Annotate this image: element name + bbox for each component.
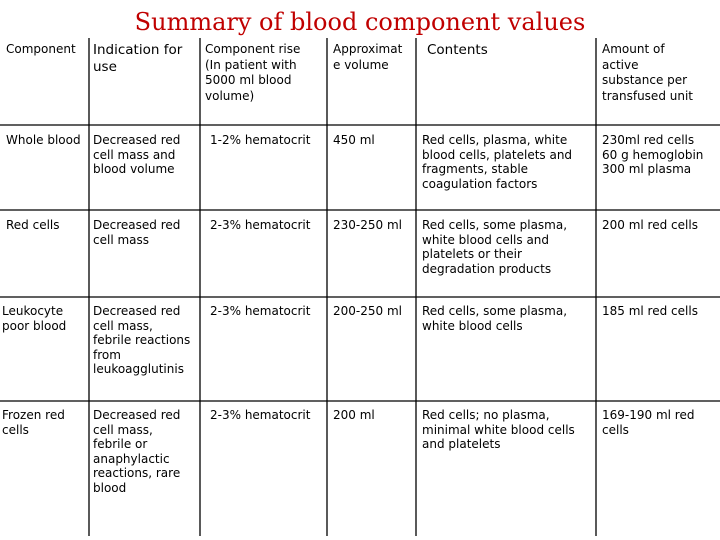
row-2-rise: 2-3% hematocrit (210, 218, 311, 232)
page-title: Summary of blood component values (134, 8, 586, 36)
row-4-component: Frozen red cells (2, 408, 65, 437)
row-3-rise: 2-3% hematocrit (210, 304, 311, 318)
header-component-rise: Component rise (In patient with 5000 ml … (205, 42, 301, 103)
row-2-volume: 230-250 ml (333, 218, 402, 232)
header-amount: Amount of active substance per transfuse… (602, 42, 693, 103)
row-1-indication: Decreased red cell mass and blood volume (93, 133, 181, 176)
row-2-contents: Red cells, some plasma, white blood cell… (422, 218, 568, 276)
row-1-amount: 230ml red cells 60 g hemoglobin 300 ml p… (602, 133, 704, 176)
row-3-amount: 185 ml red cells (602, 304, 698, 318)
row-4-amount: 169-190 ml red cells (602, 408, 695, 437)
row-1-rise: 1-2% hematocrit (210, 133, 311, 147)
row-4-contents: Red cells; no plasma, minimal white bloo… (422, 408, 575, 451)
row-4-indication: Decreased red cell mass, febrile or anap… (93, 408, 181, 495)
row-2-indication: Decreased red cell mass (93, 218, 181, 247)
row-4-volume: 200 ml (333, 408, 375, 422)
row-1-volume: 450 ml (333, 133, 375, 147)
row-2-component: Red cells (6, 218, 60, 232)
row-3-contents: Red cells, some plasma, white blood cell… (422, 304, 568, 333)
row-4-rise: 2-3% hematocrit (210, 408, 311, 422)
row-3-volume: 200-250 ml (333, 304, 402, 318)
header-indication: Indication for use (93, 42, 183, 75)
row-3-indication: Decreased red cell mass, febrile reactio… (93, 304, 191, 376)
row-3-component: Leukocyte poor blood (2, 304, 67, 333)
header-component: Component (6, 42, 76, 56)
row-1-component: Whole blood (6, 133, 81, 147)
header-contents: Contents (427, 42, 488, 58)
row-1-contents: Red cells, plasma, white blood cells, pl… (422, 133, 573, 191)
header-approximate-volume: Approximat e volume (333, 42, 403, 72)
row-2-amount: 200 ml red cells (602, 218, 698, 232)
